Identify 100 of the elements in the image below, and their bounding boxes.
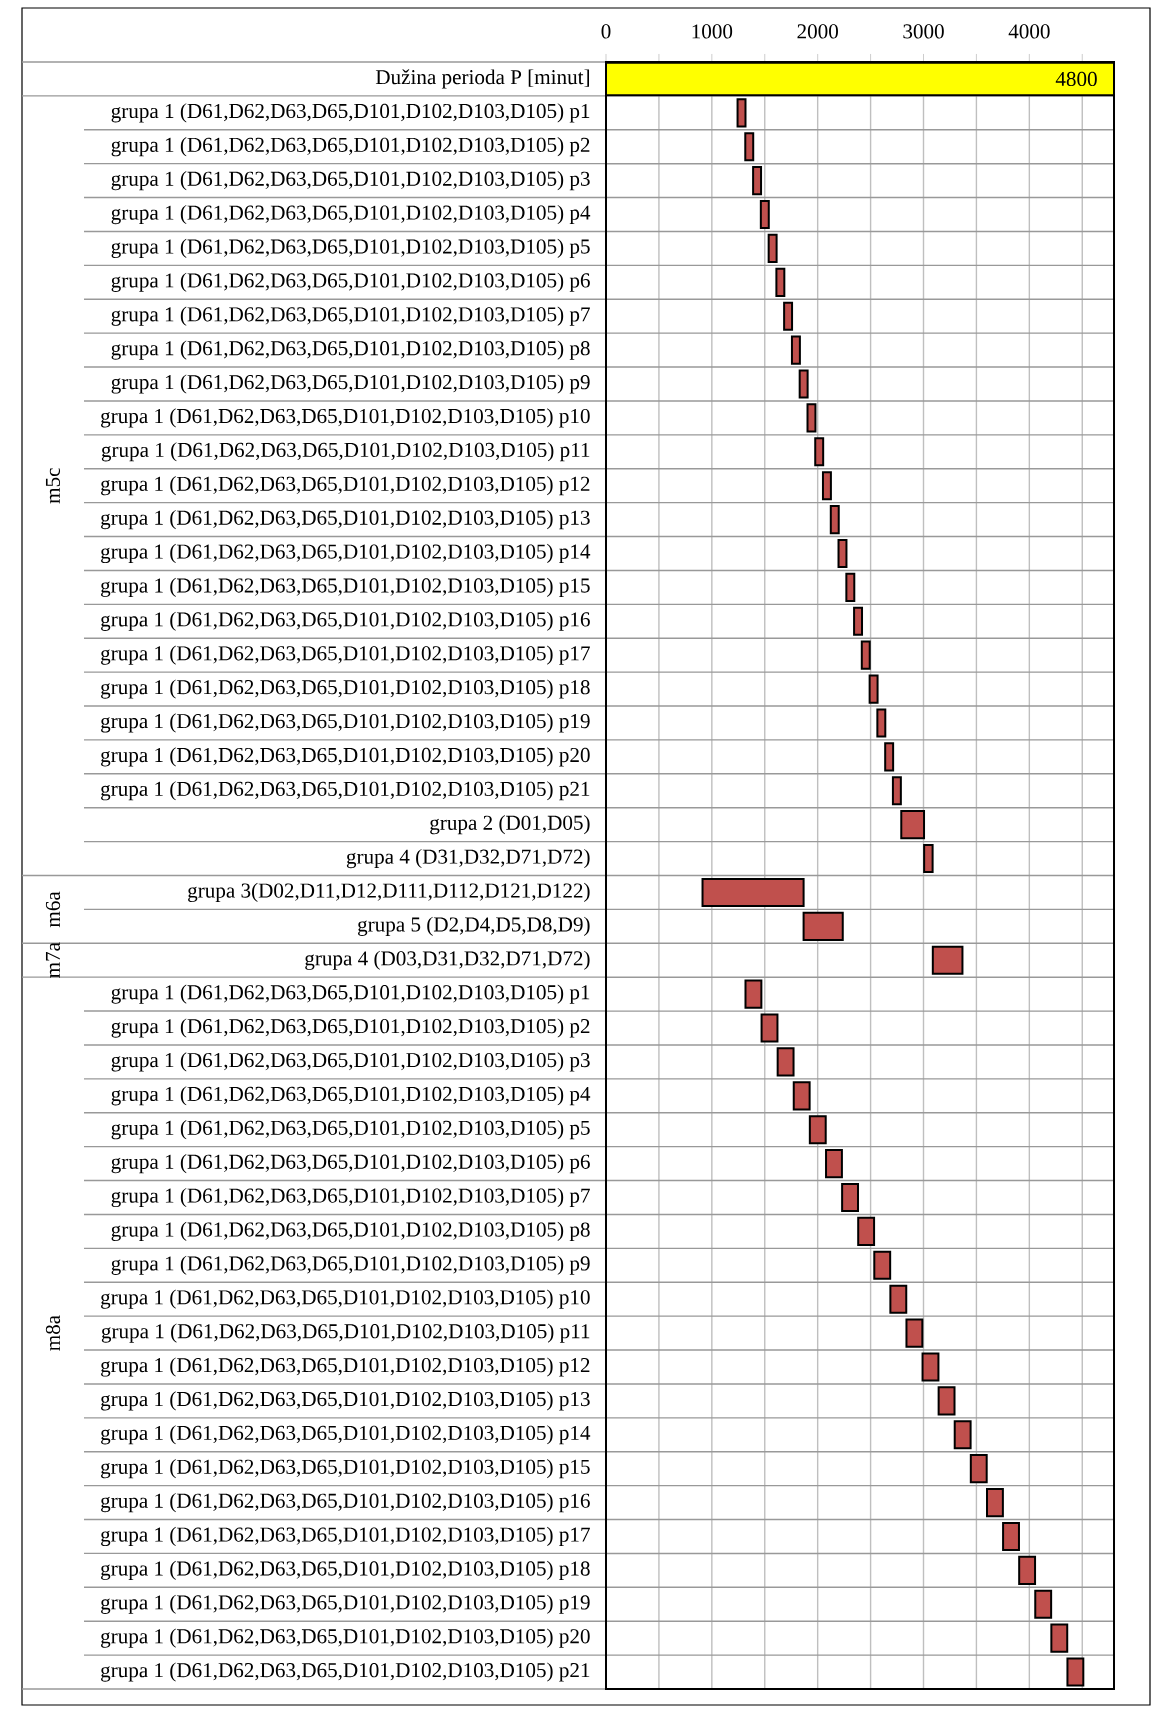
y-tick-label: grupa 1 (D61,D62,D63,D65,D101,D102,D103,D105) p13	[101, 1391, 590, 1411]
bar	[837, 538, 848, 569]
bar	[775, 267, 786, 297]
y-tick-label: grupa 5 (D2,D4,D5,D8,D9)	[358, 916, 590, 936]
y-tick-label: grupa 3(D02,D11,D12,D111,D112,D121,D122)	[188, 882, 590, 903]
y-tick-label: grupa 1 (D61,D62,D63,D65,D101,D102,D103,D105) p3	[111, 1052, 590, 1072]
bar	[821, 471, 832, 501]
y-tick-label: grupa 1 (D61,D62,D63,D65,D101,D102,D103,D105) p6	[111, 272, 590, 292]
y-tick-label: grupa 1 (D61,D62,D63,D65,D101,D102,D103,D105) p11	[101, 1323, 590, 1343]
text: m5c	[45, 468, 61, 504]
bar	[806, 403, 817, 433]
y-tick-label: grupa 1 (D61,D62,D63,D65,D101,D102,D103,D105) p4	[111, 204, 591, 225]
bar	[814, 437, 825, 467]
bar	[825, 1149, 843, 1179]
bar	[701, 877, 805, 907]
y-tick-label: grupa 1 (D61,D62,D63,D65,D101,D102,D103,D105) p10	[101, 1289, 590, 1309]
text: m6a	[45, 891, 61, 928]
text: m8a	[45, 1315, 61, 1351]
y-tick-label: grupa 1 (D61,D62,D63,D65,D101,D102,D103,D105) p16	[101, 611, 590, 631]
y-tick-label: grupa 1 (D61,D62,D63,D65,D101,D102,D103,D105) p12	[101, 476, 590, 496]
y-tick-label: grupa 1 (D61,D62,D63,D65,D101,D102,D103,D105) p9	[111, 374, 590, 394]
x-tick-label: 3000	[903, 24, 944, 39]
bar	[736, 98, 747, 128]
y-tick-label: grupa 1 (D61,D62,D63,D65,D101,D102,D103,D105) p2	[111, 137, 590, 157]
data-label: 4800	[1055, 71, 1097, 87]
y-tick-label: grupa 1 (D61,D62,D63,D65,D101,D102,D103,D105) p5	[111, 1120, 590, 1140]
y-tick-label: grupa 1 (D61,D62,D63,D65,D101,D102,D103,D105) p19	[101, 713, 590, 733]
x-tick-label: 0	[601, 24, 611, 39]
y-tick-label: grupa 1 (D61,D62,D63,D65,D101,D102,D103,D105) p1	[111, 103, 590, 123]
y-tick-label: grupa 1 (D61,D62,D63,D65,D101,D102,D103,D105) p9	[111, 1255, 590, 1275]
y-tick-label: grupa 1 (D61,D62,D63,D65,D101,D102,D103,D105) p17	[101, 1526, 590, 1547]
bar	[783, 301, 794, 331]
bar	[808, 1115, 827, 1145]
bar	[790, 335, 801, 365]
bar	[1034, 1589, 1053, 1619]
bar	[829, 505, 840, 535]
bar	[921, 1352, 940, 1382]
bar	[923, 843, 934, 874]
x-tick-label: 2000	[797, 24, 838, 39]
y-tick-label: grupa 1 (D61,D62,D63,D65,D101,D102,D103,D105) p11	[101, 442, 590, 462]
bar	[792, 1081, 811, 1111]
y-tick-label: grupa 1 (D61,D62,D63,D65,D101,D102,D103,D105) p16	[101, 1492, 590, 1513]
y-tick-label: grupa 1 (D61,D62,D63,D65,D101,D102,D103,D105) p20	[101, 1628, 590, 1648]
bar	[853, 606, 864, 636]
bar	[759, 199, 770, 230]
y-tick-label: grupa 1 (D61,D62,D63,D65,D101,D102,D103,D105) p7	[111, 306, 590, 326]
bar	[760, 1013, 779, 1043]
bar	[876, 708, 887, 738]
x-tick-label: 4000	[1008, 24, 1050, 39]
bar	[1050, 1623, 1069, 1653]
y-tick-label: grupa 1 (D61,D62,D63,D65,D101,D102,D103,D105) p2	[111, 1018, 590, 1038]
bar	[969, 1454, 988, 1484]
y-tick-label: grupa 1 (D61,D62,D63,D65,D101,D102,D103,D105) p15	[101, 577, 590, 597]
bar	[937, 1386, 956, 1416]
bar	[857, 1216, 876, 1246]
y-tick-label: grupa 1 (D61,D62,D63,D65,D101,D102,D103,D105) p14	[101, 543, 591, 564]
bar	[776, 1047, 795, 1077]
bar	[752, 166, 763, 196]
y-tick-label: grupa 1 (D61,D62,D63,D65,D101,D102,D103,D105) p21	[101, 1662, 590, 1682]
y-tick-label: grupa 1 (D61,D62,D63,D65,D101,D102,D103,D105) p13	[101, 509, 590, 530]
text: m7a	[45, 942, 61, 978]
bar	[860, 640, 871, 670]
y-tick-label: grupa 1 (D61,D62,D63,D65,D101,D102,D103,D105) p5	[111, 238, 590, 259]
x-tick-label: 1000	[692, 24, 733, 39]
y-tick-label: grupa 1 (D61,D62,D63,D65,D101,D102,D103,D105) p18	[101, 679, 590, 699]
bar	[953, 1420, 972, 1450]
y-tick-label: grupa 1 (D61,D62,D63,D65,D101,D102,D103,D105) p15	[101, 1459, 590, 1479]
y-tick-label: grupa 1 (D61,D62,D63,D65,D101,D102,D103,D105) p18	[101, 1560, 590, 1580]
bar	[744, 132, 755, 162]
bar	[868, 674, 879, 704]
y-tick-label: grupa 1 (D61,D62,D63,D65,D101,D102,D103,D105) p6	[111, 1154, 590, 1174]
y-tick-label: grupa 1 (D61,D62,D63,D65,D101,D102,D103,D105) p7	[111, 1187, 590, 1208]
y-tick-label: grupa 1 (D61,D62,D63,D65,D101,D102,D103,D105) p20	[101, 747, 590, 767]
y-tick-label: grupa 1 (D61,D62,D63,D65,D101,D102,D103,D105) p8	[111, 340, 590, 360]
bar	[1002, 1521, 1020, 1552]
y-tick-label: grupa 1 (D61,D62,D63,D65,D101,D102,D103,D105) p21	[101, 781, 590, 801]
bar	[900, 810, 926, 840]
bar	[744, 979, 763, 1009]
bar	[1066, 1657, 1085, 1687]
bar	[889, 1284, 908, 1314]
bar	[931, 945, 964, 975]
y-tick-label: grupa 1 (D61,D62,D63,D65,D101,D102,D103,D105) p3	[111, 171, 590, 191]
y-tick-label: grupa 1 (D61,D62,D63,D65,D101,D102,D103,D105) p17	[101, 645, 590, 665]
bar	[986, 1488, 1004, 1518]
y-tick-label: grupa 4 (D03,D31,D32,D71,D72)	[305, 950, 590, 970]
y-tick-label: grupa 1 (D61,D62,D63,D65,D101,D102,D103,D105) p4	[111, 1086, 591, 1106]
bar	[873, 1250, 892, 1280]
bar	[802, 911, 844, 941]
bar	[841, 1182, 859, 1213]
bar	[767, 233, 778, 263]
bar	[905, 1318, 924, 1348]
y-tick-label: grupa 1 (D61,D62,D63,D65,D101,D102,D103,D105) p19	[101, 1594, 590, 1614]
bar	[798, 369, 809, 399]
bar	[884, 742, 895, 772]
y-tick-label: grupa 1 (D61,D62,D63,D65,D101,D102,D103,D105) p14	[101, 1425, 591, 1445]
y-tick-label: grupa 2 (D01,D05)	[430, 815, 590, 835]
y-tick-label: Dužina perioda P [minut]	[375, 69, 589, 89]
y-tick-label: grupa 1 (D61,D62,D63,D65,D101,D102,D103,D105) p12	[101, 1357, 590, 1377]
bar	[845, 572, 856, 602]
y-tick-label: grupa 1 (D61,D62,D63,D65,D101,D102,D103,D105) p8	[111, 1221, 590, 1242]
